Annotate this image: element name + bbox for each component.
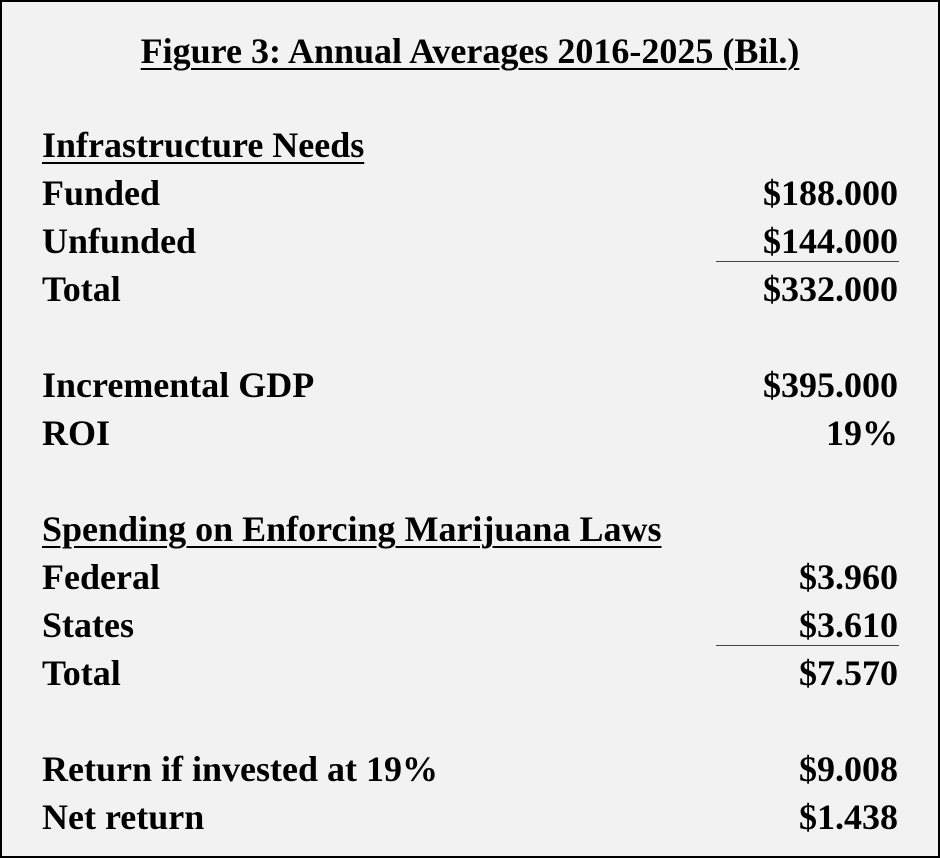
row-label: ROI [42,413,111,453]
gdp-row-roi: ROI 19% [42,412,898,454]
infrastructure-row-unfunded: Unfunded $144.000 [42,220,898,262]
row-value: $3.960 [799,557,898,597]
row-value: $3.610 [799,605,898,645]
row-label: Total [42,653,121,693]
row-value: $7.570 [799,653,898,693]
row-value: $188.000 [763,173,898,213]
row-label: Net return [42,797,205,837]
returns-row-net: Net return $1.438 [42,796,898,838]
row-label: States [42,605,134,645]
infrastructure-heading: Infrastructure Needs [42,125,365,165]
gdp-row-incremental: Incremental GDP $395.000 [42,364,898,406]
subtotal-rule [716,261,899,262]
row-value: $144.000 [763,221,898,261]
row-label: Incremental GDP [42,365,315,405]
row-value: $395.000 [763,365,898,405]
marijuana-row-federal: Federal $3.960 [42,556,898,598]
row-label: Return if invested at 19% [42,749,438,789]
figure-title: Figure 3: Annual Averages 2016-2025 (Bil… [140,31,800,71]
row-value: 19% [826,413,898,453]
returns-row-invested: Return if invested at 19% $9.008 [42,748,898,790]
subtotal-rule [716,645,899,646]
marijuana-row-states: States $3.610 [42,604,898,646]
row-label: Funded [42,173,161,213]
infrastructure-row-total: Total $332.000 [42,268,898,310]
row-value: $1.438 [799,797,898,837]
infrastructure-row-funded: Funded $188.000 [42,172,898,214]
row-label: Total [42,269,121,309]
row-label: Unfunded [42,221,197,261]
row-value: $9.008 [799,749,898,789]
marijuana-row-total: Total $7.570 [42,652,898,694]
marijuana-heading: Spending on Enforcing Marijuana Laws [42,509,662,549]
row-label: Federal [42,557,160,597]
row-value: $332.000 [763,269,898,309]
